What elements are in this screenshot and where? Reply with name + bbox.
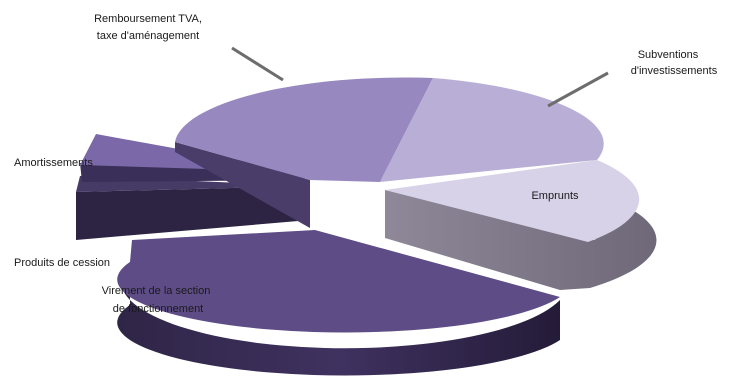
slice-produits-side (76, 186, 310, 240)
label-subventions-line2: d'investissements (631, 65, 718, 77)
pie-slice-subventions (380, 78, 604, 182)
slice-emprunts-top (385, 160, 640, 242)
leader-line-subventions (547, 71, 609, 108)
leader-line-remboursement (231, 46, 284, 82)
slice-virement-side (117, 262, 560, 376)
label-virement-line1: Virement de la section (102, 285, 211, 297)
slice-emprunts-side (385, 190, 657, 290)
label-subventions-line1: Subventions (638, 49, 699, 61)
pie-slice-virement (117, 230, 560, 376)
label-produits: Produits de cession (14, 257, 110, 269)
label-virement-line2: de fonctionnement (113, 303, 204, 315)
pie-slice-remboursement (175, 77, 433, 228)
label-emprunts: Emprunts (531, 190, 579, 202)
slice-remboursement-top (175, 77, 433, 182)
pie-slice-emprunts (385, 160, 657, 290)
slice-remboursement-side (175, 142, 310, 228)
label-remboursement-line2: taxe d'aménagement (97, 30, 199, 42)
slice-subventions-top (380, 78, 604, 182)
label-remboursement-line1: Remboursement TVA, (94, 13, 202, 25)
slice-virement-top (117, 230, 560, 333)
label-amortissements: Amortissements (14, 157, 93, 169)
